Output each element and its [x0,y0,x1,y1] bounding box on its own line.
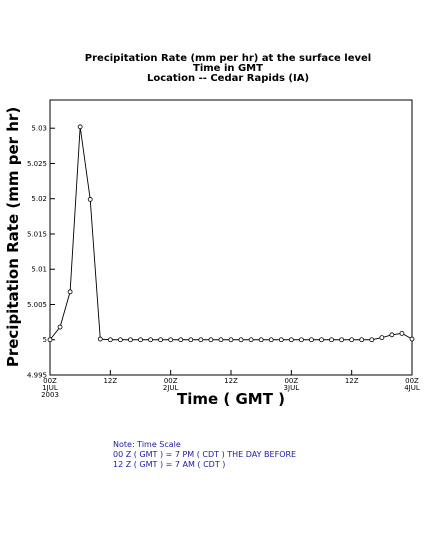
chart-title-line-1: Precipitation Rate (mm per hr) at the su… [85,53,371,64]
series-group [47,124,415,343]
data-point [409,336,415,342]
y-tick-label: 5.01 [31,266,47,274]
plot-frame [49,99,413,376]
data-point [369,337,375,343]
data-point [298,337,304,343]
data-point [399,330,405,336]
data-point [288,337,294,343]
data-point [138,337,143,343]
data-point [57,324,63,330]
y-tick-label: 5 [43,336,47,344]
data-point [117,337,123,343]
note-line-1: Note: Time Scale [113,440,181,449]
data-point [208,337,214,343]
x-tick-label: 2JUL [163,384,179,392]
data-point [379,335,385,341]
data-point [248,337,254,343]
data-point [359,337,365,343]
data-point [67,289,73,295]
y-axis-ticks: 4.995 5 5.005 5.01 5.015 5.02 5.025 5.03 [27,125,55,380]
data-point [148,337,153,343]
data-point [107,337,113,343]
time-scale-note: Note: Time Scale 00 Z ( GMT ) = 7 PM ( C… [113,440,296,469]
data-point [228,337,234,343]
x-tick-label: 00Z [284,377,298,385]
data-point [158,337,164,343]
data-point [339,337,345,343]
y-tick-label: 5.025 [27,160,47,168]
data-point [309,337,314,343]
data-point [77,124,83,130]
data-point [389,332,395,338]
data-point [329,337,334,343]
x-tick-label: 2003 [41,391,59,399]
chart-title-block: Precipitation Rate (mm per hr) at the su… [85,53,371,84]
y-tick-label: 5.02 [31,195,47,203]
note-line-3: 12 Z ( GMT ) = 7 AM ( CDT ) [113,460,225,469]
data-point [349,337,355,343]
y-tick-label: 5.015 [27,230,47,238]
x-tick-label: 1JUL [42,384,58,392]
y-tick-label: 4.995 [27,372,47,380]
data-point [47,337,53,343]
data-point [238,337,244,343]
y-tick-label: 5.005 [27,301,47,309]
data-point [188,337,194,343]
note-line-2: 00 Z ( GMT ) = 7 PM ( CDT ) THE DAY BEFO… [113,450,296,459]
data-point [268,337,274,343]
data-point [87,197,93,202]
data-point [178,337,184,343]
y-axis-label: Precipitation Rate (mm per hr) [4,107,22,367]
data-point [97,336,103,342]
x-tick-label: 00Z [164,377,178,385]
x-tick-label: 12Z [345,377,359,385]
data-point [258,337,264,343]
chart-title-line-3: Location -- Cedar Rapids (IA) [147,73,309,84]
chart-title-line-2: Time in GMT [193,63,263,74]
data-point [319,337,324,343]
y-tick-label: 5.03 [31,125,47,133]
x-tick-label: 4JUL [404,384,420,392]
data-point [198,337,204,343]
x-tick-label: 00Z [43,377,57,385]
data-point [128,337,133,343]
x-tick-label: 12Z [224,377,238,385]
data-point [278,337,284,343]
data-point [168,337,174,343]
x-tick-label: 12Z [103,377,117,385]
data-point [218,337,224,343]
x-tick-label: 00Z [405,377,419,385]
x-axis-label: Time ( GMT ) [177,390,285,408]
x-tick-label: 3JUL [284,384,300,392]
series-line [49,126,413,341]
